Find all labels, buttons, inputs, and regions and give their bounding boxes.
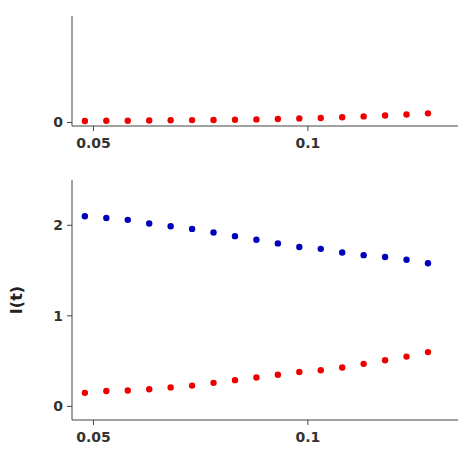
y-tick-label: 1 [53, 308, 63, 324]
series [82, 349, 432, 396]
point [232, 117, 238, 123]
point [275, 116, 281, 122]
point [125, 117, 131, 123]
y-tick-label: 0 [53, 114, 63, 130]
point [296, 244, 302, 250]
point [103, 117, 109, 123]
point [425, 349, 431, 355]
point [189, 382, 195, 388]
point [275, 372, 281, 378]
y-axis-line [72, 16, 73, 126]
point [296, 369, 302, 375]
point [360, 113, 366, 119]
y-tick [67, 225, 72, 226]
point [339, 364, 345, 370]
point [275, 240, 281, 246]
point [167, 117, 173, 123]
point [296, 115, 302, 121]
point [339, 114, 345, 120]
y-tick [67, 406, 72, 407]
point [189, 226, 195, 232]
point [210, 229, 216, 235]
y-tick-label: 0 [53, 398, 63, 414]
plot-area [82, 213, 432, 396]
subplot: 0.05 0.1 0 1 2 I(t) [7, 180, 458, 445]
point [146, 386, 152, 392]
point [382, 112, 388, 118]
point [232, 233, 238, 239]
subplot: 0.05 0.1 0 [53, 16, 458, 151]
point [82, 213, 88, 219]
point [232, 377, 238, 383]
point [103, 388, 109, 394]
point [167, 384, 173, 390]
y-tick [67, 315, 72, 316]
point [425, 260, 431, 266]
point [82, 390, 88, 396]
x-tick [307, 126, 308, 131]
point [82, 118, 88, 124]
series [82, 110, 432, 124]
point [339, 249, 345, 255]
y-tick [67, 122, 72, 123]
x-tick-label: 0.05 [76, 429, 111, 445]
point [360, 252, 366, 258]
point [403, 256, 409, 262]
x-axis-line [72, 420, 458, 421]
y-tick-label: 2 [53, 217, 63, 233]
point [210, 380, 216, 386]
y-axis-line [72, 180, 73, 420]
series [82, 213, 432, 266]
plot-area [82, 110, 432, 124]
point [318, 367, 324, 373]
x-tick [93, 420, 94, 425]
x-tick-label: 0.1 [295, 429, 320, 445]
x-axis-line [72, 126, 458, 127]
point [403, 353, 409, 359]
point [253, 116, 259, 122]
y-axis-label: I(t) [7, 286, 26, 314]
figure: 0.05 0.1 0 0.05 0.1 0 1 2 I(t) [0, 0, 474, 474]
point [403, 111, 409, 117]
point [167, 223, 173, 229]
x-tick-label: 0.05 [76, 135, 111, 151]
point [360, 361, 366, 367]
x-tick [307, 420, 308, 425]
point [103, 215, 109, 221]
point [125, 387, 131, 393]
point [146, 220, 152, 226]
point [382, 254, 388, 260]
x-tick [93, 126, 94, 131]
point [382, 357, 388, 363]
point [146, 117, 152, 123]
point [210, 117, 216, 123]
point [125, 217, 131, 223]
point [318, 115, 324, 121]
x-tick-label: 0.1 [295, 135, 320, 151]
point [189, 117, 195, 123]
point [318, 246, 324, 252]
point [253, 374, 259, 380]
point [253, 237, 259, 243]
point [425, 110, 431, 116]
